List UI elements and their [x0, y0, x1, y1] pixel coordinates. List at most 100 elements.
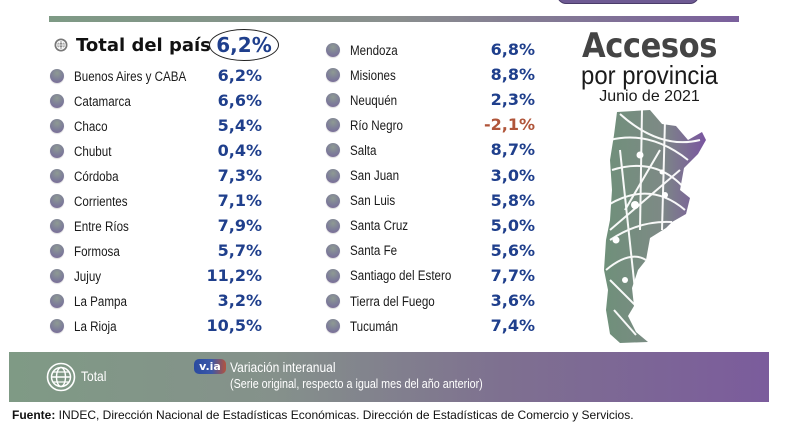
province-name: Neuquén: [350, 92, 398, 108]
table-row: Jujuy: [50, 264, 106, 288]
province-name: Santa Fe: [350, 243, 398, 259]
province-value: 10,5%: [206, 316, 262, 335]
province-value: 7,1%: [217, 191, 262, 210]
province-name: Jujuy: [74, 268, 102, 284]
source-label: Fuente:: [12, 408, 56, 422]
bullet-icon: [50, 244, 64, 258]
province-value: 3,6%: [490, 291, 535, 310]
bullet-icon: [326, 268, 340, 283]
province-value: 5,4%: [217, 116, 262, 135]
title-por-provincia: por provincia: [581, 60, 718, 90]
province-name: La Rioja: [74, 318, 117, 334]
table-row: Formosa: [50, 239, 127, 263]
argentina-map-icon: [604, 110, 706, 343]
bullet-icon: [326, 168, 340, 183]
province-name: Santiago del Estero: [350, 268, 452, 284]
table-row: Tierra del Fuego: [326, 289, 449, 313]
bullet-icon: [326, 193, 340, 208]
province-name: Chaco: [74, 118, 108, 134]
table-row: Catamarca: [50, 89, 140, 113]
table-row: Santiago del Estero: [326, 264, 468, 288]
source-note: Fuente: INDEC, Dirección Nacional de Est…: [12, 408, 634, 422]
province-value: 3,2%: [217, 291, 262, 310]
province-name: Entre Ríos: [74, 218, 129, 234]
province-value: 5,7%: [217, 241, 262, 260]
bullet-icon: [50, 219, 64, 233]
bullet-icon: [326, 243, 340, 258]
province-name: Buenos Aires y CABA: [74, 68, 187, 84]
bullet-icon: [50, 294, 64, 308]
legend-variation-title: Variación interanual: [230, 359, 336, 375]
table-row: Neuquén: [326, 88, 405, 112]
top-decorative-pill: [557, 0, 699, 4]
legend-variation-note: (Serie original, respecto a igual mes de…: [230, 377, 483, 391]
province-value: 7,9%: [217, 216, 262, 235]
table-row: La Rioja: [50, 314, 124, 338]
province-name: San Luis: [350, 193, 396, 209]
bullet-icon: [326, 294, 340, 308]
table-row: Chaco: [50, 114, 113, 138]
bullet-icon: [50, 119, 64, 133]
province-name: San Juan: [350, 168, 400, 183]
title-date: Junio de 2021: [599, 88, 700, 105]
province-name: Salta: [350, 142, 377, 158]
total-value: 6,2%: [216, 33, 272, 57]
table-row: Santa Cruz: [326, 214, 418, 238]
province-name: Catamarca: [74, 93, 131, 109]
province-value: 7,4%: [490, 316, 535, 336]
bullet-icon: [326, 218, 340, 233]
table-row: Corrientes: [50, 189, 136, 213]
total-label: Total del país: [76, 34, 211, 56]
province-value: 8,7%: [490, 140, 535, 160]
table-row: Córdoba: [50, 164, 126, 188]
province-value: 5,6%: [490, 240, 535, 260]
province-name: Formosa: [74, 243, 120, 259]
province-name: Santa Cruz: [350, 218, 409, 234]
table-row: Santa Fe: [326, 239, 405, 263]
province-value: 7,3%: [217, 166, 262, 185]
province-value: -2,1%: [483, 115, 535, 135]
bullet-icon: [50, 169, 64, 183]
province-name: Tierra del Fuego: [350, 293, 435, 309]
province-name: Chubut: [74, 143, 112, 159]
bullet-icon: [326, 43, 340, 57]
province-value: 3,0%: [490, 165, 535, 185]
source-text: INDEC, Dirección Nacional de Estadística…: [55, 408, 634, 422]
province-value: 5,8%: [490, 190, 535, 210]
table-row: Tucumán: [326, 314, 406, 338]
province-value: 0,4%: [217, 141, 262, 160]
bullet-icon: [50, 269, 64, 283]
province-name: La Pampa: [74, 293, 127, 309]
province-value: 11,2%: [206, 266, 262, 285]
title-accesos: Accesos: [581, 26, 717, 66]
bullet-icon: [50, 94, 64, 108]
province-name: Corrientes: [74, 193, 128, 209]
globe-icon: [46, 362, 76, 392]
total-value-oval: [209, 29, 279, 61]
bullet-icon: [326, 143, 340, 158]
province-name: Córdoba: [74, 168, 119, 184]
bullet-icon: [326, 118, 340, 133]
table-row: Entre Ríos: [50, 214, 138, 238]
bullet-icon: [50, 194, 64, 208]
bullet-icon: [50, 69, 64, 83]
legend-total-label: Total: [81, 368, 107, 384]
table-row: Buenos Aires y CABA: [50, 64, 205, 88]
table-row: Mendoza: [326, 38, 406, 62]
globe-icon: [54, 38, 68, 52]
province-value: 5,0%: [490, 215, 535, 235]
province-name: Misiones: [350, 67, 396, 83]
province-value: 7,7%: [490, 265, 535, 285]
province-value: 6,6%: [217, 91, 262, 110]
province-name: Tucumán: [350, 318, 398, 334]
table-row: Río Negro: [326, 113, 412, 137]
via-badge: v.ia: [194, 359, 226, 374]
bullet-icon: [326, 68, 340, 83]
table-row: Misiones: [326, 63, 403, 87]
table-row: La Pampa: [50, 289, 136, 313]
table-row: Salta: [326, 138, 381, 162]
total-row: Total del país: [54, 33, 211, 57]
province-value: 8,8%: [490, 65, 535, 85]
bullet-icon: [326, 319, 340, 334]
province-value: 6,2%: [217, 66, 262, 85]
